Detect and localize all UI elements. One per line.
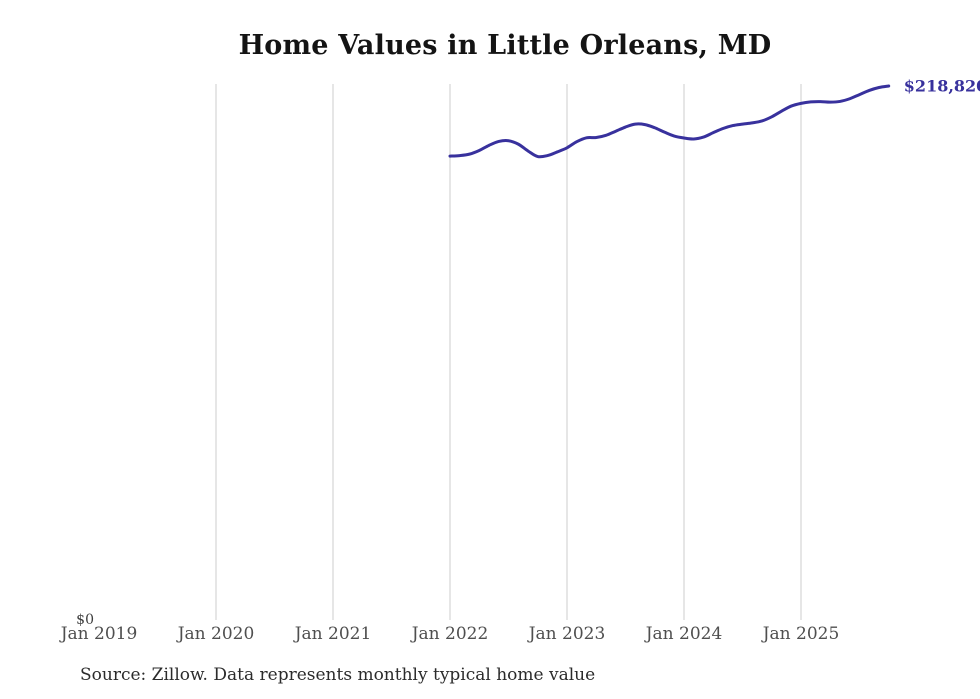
- x-tick-label-jan-2022: Jan 2022: [410, 624, 489, 644]
- x-tick-label-jan-2025: Jan 2025: [761, 624, 840, 644]
- chart-title: Home Values in Little Orleans, MD: [238, 30, 772, 61]
- y-zero-label: $0: [76, 612, 94, 628]
- x-tick-label-jan-2021: Jan 2021: [293, 624, 372, 644]
- x-tick-label-jan-2020: Jan 2020: [176, 624, 255, 644]
- current-value-label: $218,820: [904, 77, 980, 96]
- x-tick-label-jan-2023: Jan 2023: [527, 624, 606, 644]
- home-value-line: [448, 84, 891, 159]
- x-tick-label-jan-2024: Jan 2024: [644, 624, 723, 644]
- source-note: Source: Zillow. Data represents monthly …: [80, 665, 596, 685]
- x-tick-label-jan-2019: Jan 2019: [59, 624, 138, 644]
